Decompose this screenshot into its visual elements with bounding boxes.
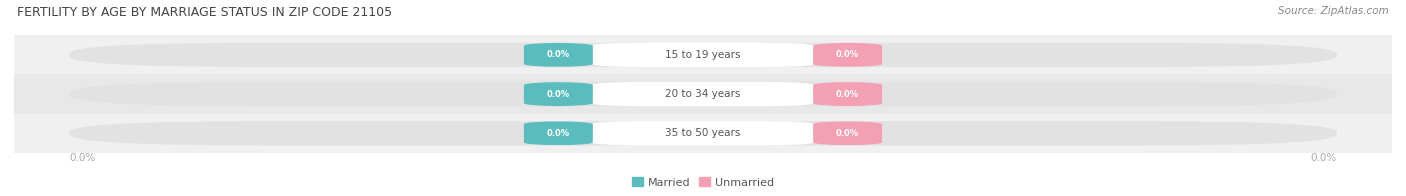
- Legend: Married, Unmarried: Married, Unmarried: [627, 173, 779, 192]
- Text: Source: ZipAtlas.com: Source: ZipAtlas.com: [1278, 6, 1389, 16]
- FancyBboxPatch shape: [813, 121, 882, 145]
- Text: 0.0%: 0.0%: [837, 90, 859, 99]
- FancyBboxPatch shape: [69, 121, 1337, 145]
- Text: FERTILITY BY AGE BY MARRIAGE STATUS IN ZIP CODE 21105: FERTILITY BY AGE BY MARRIAGE STATUS IN Z…: [17, 6, 392, 19]
- FancyBboxPatch shape: [813, 43, 882, 67]
- Text: 0.0%: 0.0%: [547, 90, 569, 99]
- Bar: [14, 74, 1392, 114]
- FancyBboxPatch shape: [593, 43, 813, 67]
- Text: 35 to 50 years: 35 to 50 years: [665, 128, 741, 138]
- FancyBboxPatch shape: [524, 43, 593, 67]
- Text: 0.0%: 0.0%: [69, 153, 96, 163]
- Text: 0.0%: 0.0%: [547, 129, 569, 138]
- Text: 0.0%: 0.0%: [837, 129, 859, 138]
- FancyBboxPatch shape: [69, 43, 1337, 67]
- FancyBboxPatch shape: [593, 82, 813, 106]
- FancyBboxPatch shape: [593, 121, 813, 145]
- Bar: [14, 35, 1392, 74]
- Text: 20 to 34 years: 20 to 34 years: [665, 89, 741, 99]
- Text: 0.0%: 0.0%: [547, 50, 569, 59]
- FancyBboxPatch shape: [524, 82, 593, 106]
- FancyBboxPatch shape: [524, 121, 593, 145]
- FancyBboxPatch shape: [69, 82, 1337, 106]
- Text: 0.0%: 0.0%: [1310, 153, 1337, 163]
- Bar: [14, 114, 1392, 153]
- Text: 15 to 19 years: 15 to 19 years: [665, 50, 741, 60]
- Text: 0.0%: 0.0%: [837, 50, 859, 59]
- FancyBboxPatch shape: [813, 82, 882, 106]
